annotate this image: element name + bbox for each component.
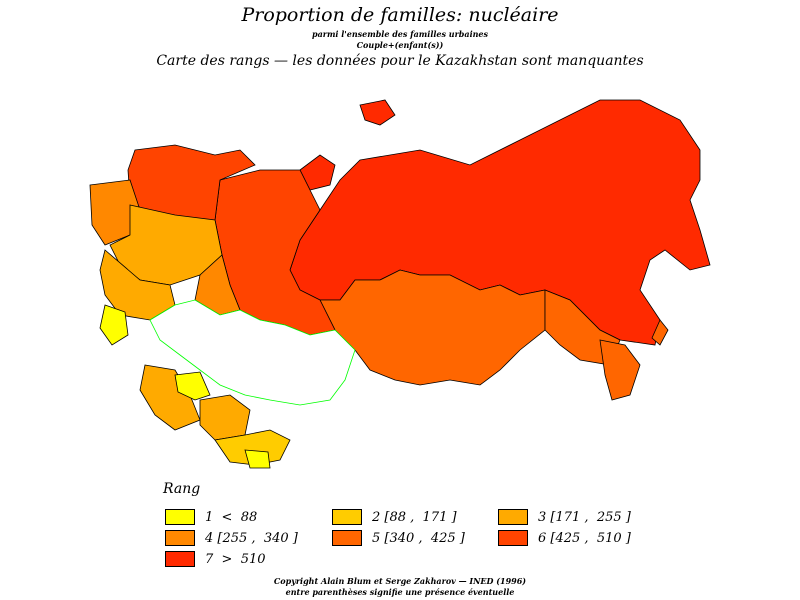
region-sakhalin bbox=[651, 319, 669, 346]
region-caucasus bbox=[139, 364, 201, 431]
legend-label-2: 2 [88 , 171 ] bbox=[372, 509, 457, 525]
legend-swatch-5 bbox=[332, 530, 362, 546]
legend-label-1: 1 < 88 bbox=[205, 509, 258, 525]
legend-label-6: 6 [425 , 510 ] bbox=[538, 530, 631, 546]
legend-label-4: 4 [255 , 340 ] bbox=[205, 530, 298, 546]
legend-item-rank-6: 6 [425 , 510 ] bbox=[498, 529, 631, 547]
map-subtitle-family-type: Couple+(enfant(s)) bbox=[356, 40, 444, 50]
legend-swatch-2 bbox=[332, 509, 362, 525]
region-northern-islands bbox=[359, 99, 396, 126]
region-central-asia-south bbox=[214, 429, 291, 466]
legend-title: Rang bbox=[163, 481, 201, 497]
region-aral bbox=[174, 371, 211, 401]
map-subtitle-population: parmi l'ensemble des familles urbaines bbox=[311, 29, 489, 39]
region-moldova bbox=[99, 304, 129, 346]
legend-label-3: 3 [171 , 255 ] bbox=[538, 509, 631, 525]
legend-swatch-4 bbox=[165, 530, 195, 546]
legend-swatch-1 bbox=[165, 509, 195, 525]
legend-item-rank-1: 1 < 88 bbox=[165, 508, 257, 526]
region-turkmenistan bbox=[199, 394, 251, 441]
map-caption: Carte des rangs — les données pour le Ka… bbox=[156, 53, 644, 69]
legend-item-rank-5: 5 [340 , 425 ] bbox=[332, 529, 465, 547]
legend-item-rank-7: 7 > 510 bbox=[165, 550, 266, 568]
legend-item-rank-4: 4 [255 , 340 ] bbox=[165, 529, 298, 547]
legend-item-rank-3: 3 [171 , 255 ] bbox=[498, 508, 631, 526]
legend-swatch-3 bbox=[498, 509, 528, 525]
legend-item-rank-2: 2 [88 , 171 ] bbox=[332, 508, 457, 526]
legend-swatch-6 bbox=[498, 530, 528, 546]
region-kazakhstan-missing bbox=[149, 299, 356, 406]
region-tajikistan bbox=[244, 449, 271, 469]
legend-swatch-7 bbox=[165, 551, 195, 567]
region-primorye bbox=[599, 339, 641, 401]
footnote: entre parenthèses signifie une présence … bbox=[285, 587, 515, 597]
copyright-note: Copyright Alain Blum et Serge Zakharov —… bbox=[273, 576, 527, 586]
legend-label-7: 7 > 510 bbox=[205, 551, 266, 567]
map-title: Proportion de familles: nucléaire bbox=[241, 4, 559, 26]
legend-label-5: 5 [340 , 425 ] bbox=[372, 530, 465, 546]
